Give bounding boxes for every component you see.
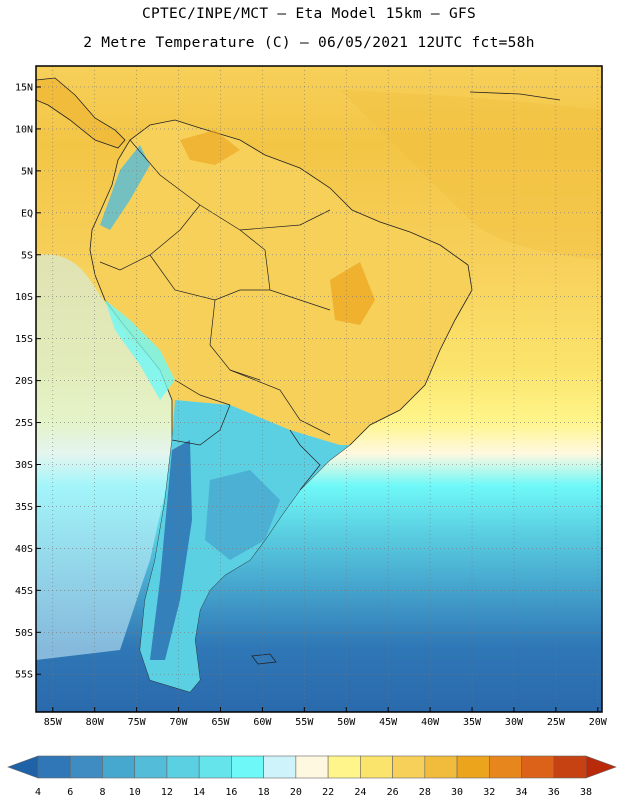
colorbar-label: 26 — [387, 787, 399, 798]
warm-north-core — [180, 130, 240, 165]
colorbar-swatch — [263, 755, 297, 779]
lon-tick-label: 40W — [421, 717, 440, 728]
colorbar-swatch — [231, 755, 264, 779]
colorbar-swatch — [166, 755, 200, 779]
colorbar-label: 36 — [548, 787, 560, 798]
lon-tick-label: 85W — [44, 717, 63, 728]
colorbar-label: 6 — [67, 787, 73, 798]
falkland-islands — [251, 653, 277, 665]
country-borders — [99, 139, 331, 491]
lon-tick-label: 70W — [170, 717, 189, 728]
colorbar-label: 30 — [451, 787, 463, 798]
colorbar-swatch — [424, 755, 458, 779]
lat-tick-label: 10S — [15, 292, 33, 303]
lat-tick-label: 15N — [15, 82, 33, 93]
colorbar-label: 18 — [258, 787, 270, 798]
andes-north-strip — [100, 145, 150, 230]
chart-title-line2: 2 Metre Temperature (C) – 06/05/2021 12U… — [83, 35, 535, 51]
colorbar-label: 10 — [129, 787, 141, 798]
colorbar-label: 8 — [99, 787, 105, 798]
lon-tick-label: 35W — [463, 717, 482, 728]
colorbar-arrow-right — [585, 755, 617, 779]
colorbar-label: 34 — [516, 787, 528, 798]
colorbar: 4 6 8 10 12 14 16 18 20 22 24 26 28 30 32 34 36 38 — [7, 755, 617, 798]
colorbar-swatch — [327, 755, 361, 779]
warm-interior-core — [330, 262, 375, 325]
caribbean-islands — [469, 91, 561, 101]
colorbar-arrow-left — [7, 755, 39, 779]
pampas-cold-area — [205, 470, 280, 560]
lon-tick-label: 80W — [86, 717, 105, 728]
lat-tick-label: 5N — [21, 166, 33, 177]
colorbar-label: 24 — [354, 787, 366, 798]
colorbar-swatch — [37, 755, 71, 779]
lat-tick-label: 5S — [21, 250, 33, 261]
lon-tick-label: 50W — [337, 717, 356, 728]
colorbar-swatch — [392, 755, 426, 779]
colorbar-label: 20 — [290, 787, 302, 798]
colorbar-label: 22 — [322, 787, 334, 798]
colorbar-swatch — [134, 755, 168, 779]
colorbar-swatch — [521, 755, 555, 779]
colorbar-label: 12 — [161, 787, 173, 798]
colorbar-swatch — [102, 755, 136, 779]
colorbar-swatch — [456, 755, 490, 779]
andes-central-strip — [105, 300, 175, 400]
lat-tick-label: 50S — [15, 628, 33, 639]
lon-tick-label: 45W — [379, 717, 398, 728]
lat-tick-label: 35S — [15, 502, 33, 513]
colorbar-label: 16 — [225, 787, 237, 798]
lat-tick-label: 25S — [15, 418, 33, 429]
lon-tick-label: 60W — [253, 717, 272, 728]
lon-tick-label: 65W — [211, 717, 230, 728]
lon-tick-label: 30W — [505, 717, 524, 728]
colorbar-swatch — [69, 755, 103, 779]
lat-tick-label: 55S — [15, 670, 33, 681]
colorbar-swatch — [488, 755, 522, 779]
colorbar-swatch — [198, 755, 232, 779]
lat-tick-label: 30S — [15, 460, 33, 471]
colorbar-label: 28 — [419, 787, 431, 798]
colorbar-label: 4 — [35, 787, 41, 798]
colorbar-label: 38 — [580, 787, 592, 798]
lat-tick-label: 15S — [15, 334, 33, 345]
colorbar-label: 14 — [193, 787, 205, 798]
map-frame — [35, 65, 603, 713]
central-america-landmass — [36, 77, 126, 149]
lat-tick-label: 40S — [15, 544, 33, 555]
colorbar-swatch — [360, 755, 393, 779]
lat-tick-label: 45S — [15, 586, 33, 597]
lon-tick-label: 25W — [547, 717, 566, 728]
andes-cold-strip — [150, 440, 192, 660]
lat-tick-label: 20S — [15, 376, 33, 387]
lat-tick-label: 10N — [15, 124, 33, 135]
lon-tick-label: 20W — [589, 717, 608, 728]
chart-title-line1: CPTEC/INPE/MCT – Eta Model 15km – GFS — [141, 6, 477, 22]
warm-atlantic-area — [340, 90, 602, 260]
lon-tick-label: 75W — [128, 717, 147, 728]
colorbar-label: 32 — [483, 787, 495, 798]
lon-tick-label: 55W — [295, 717, 314, 728]
colorbar-swatch — [553, 755, 587, 779]
lat-tick-label: EQ — [21, 208, 33, 219]
colorbar-swatch — [295, 755, 329, 779]
